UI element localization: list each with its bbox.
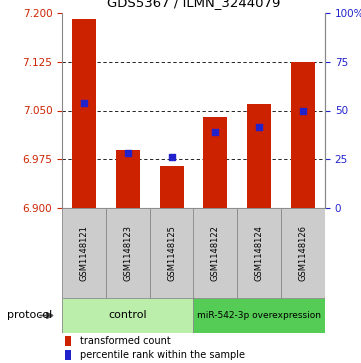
Bar xyxy=(65,350,71,360)
Bar xyxy=(116,150,140,208)
Bar xyxy=(281,208,325,298)
Bar xyxy=(62,298,193,333)
Text: GSM1148121: GSM1148121 xyxy=(79,225,88,281)
Point xyxy=(125,151,131,156)
Bar xyxy=(193,208,237,298)
Bar xyxy=(247,104,271,208)
Bar xyxy=(62,208,106,298)
Text: GSM1148123: GSM1148123 xyxy=(123,225,132,281)
Title: GDS5367 / ILMN_3244079: GDS5367 / ILMN_3244079 xyxy=(107,0,280,9)
Bar xyxy=(160,166,184,208)
Point xyxy=(256,124,262,130)
Text: transformed count: transformed count xyxy=(81,336,171,346)
Bar xyxy=(106,208,150,298)
Text: GSM1148125: GSM1148125 xyxy=(167,225,176,281)
Bar xyxy=(291,62,315,208)
Point xyxy=(169,154,174,160)
Text: miR-542-3p overexpression: miR-542-3p overexpression xyxy=(197,311,321,320)
Text: GSM1148122: GSM1148122 xyxy=(211,225,220,281)
Point xyxy=(213,129,218,135)
Text: protocol: protocol xyxy=(7,310,52,321)
Text: percentile rank within the sample: percentile rank within the sample xyxy=(81,350,245,360)
Bar xyxy=(150,208,193,298)
Bar xyxy=(193,298,325,333)
Bar xyxy=(203,117,227,208)
Text: GSM1148126: GSM1148126 xyxy=(299,225,308,281)
Bar xyxy=(65,336,71,346)
Point xyxy=(300,107,306,113)
Text: control: control xyxy=(108,310,147,321)
Point xyxy=(81,100,87,106)
Text: GSM1148124: GSM1148124 xyxy=(255,225,264,281)
Bar xyxy=(72,20,96,208)
Bar xyxy=(237,208,281,298)
